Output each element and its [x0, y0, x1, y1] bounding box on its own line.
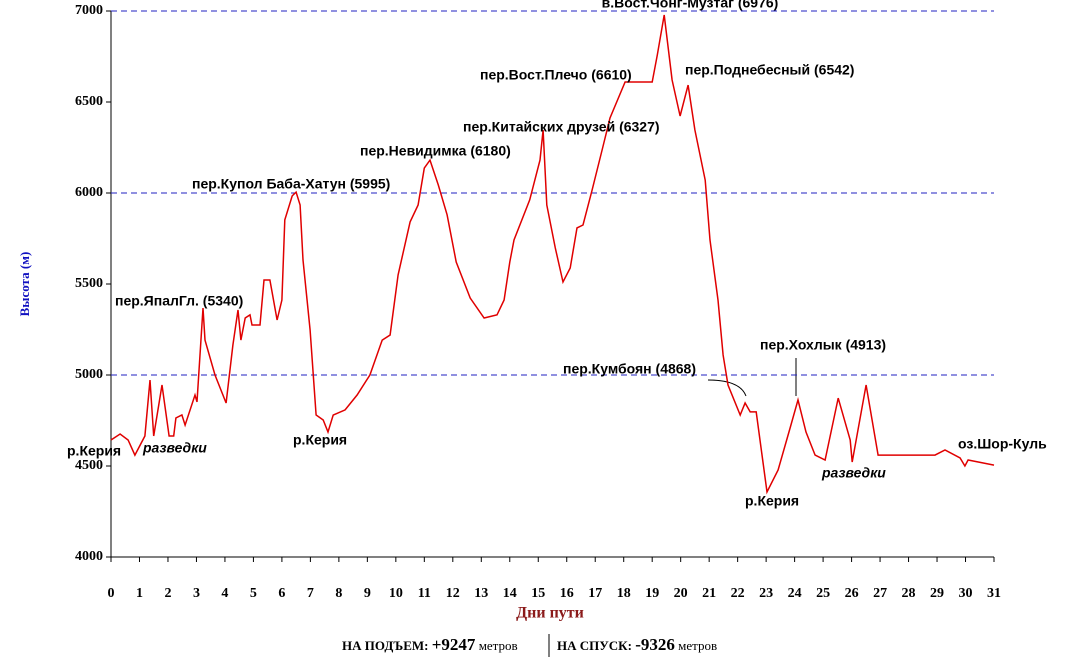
- x-tick-label: 15: [531, 586, 545, 601]
- y-tick-label: 6500: [75, 94, 103, 109]
- annotation: разведки: [142, 440, 207, 456]
- x-tick-label: 19: [645, 586, 659, 601]
- annotation: разведки: [821, 465, 886, 481]
- y-tick-label: 4500: [75, 458, 103, 473]
- annotation: р.Керия: [745, 493, 799, 509]
- annotation: пер.Хохлык (4913): [760, 337, 886, 353]
- up-value: +9247: [432, 635, 476, 654]
- y-tick-label: 4000: [75, 549, 103, 564]
- x-tick-label: 16: [560, 586, 574, 601]
- annotation: пер.Поднебесный (6542): [685, 62, 854, 78]
- x-tick-label: 25: [816, 586, 830, 601]
- annotation: оз.Шор-Куль: [958, 436, 1047, 452]
- x-tick-label: 26: [845, 586, 859, 601]
- annotation: пер.Китайских друзей (6327): [463, 119, 660, 135]
- x-tick-label: 6: [278, 586, 285, 601]
- x-tick-label: 3: [193, 586, 200, 601]
- x-tick-label: 28: [902, 586, 916, 601]
- annotation: пер.Кумбоян (4868): [563, 361, 696, 377]
- annotation: р.Керия: [293, 432, 347, 448]
- up-unit: метров: [479, 638, 518, 653]
- y-tick-label: 5500: [75, 276, 103, 291]
- x-tick-label: 29: [930, 586, 944, 601]
- x-tick-label: 5: [250, 586, 257, 601]
- x-tick-label: 7: [307, 586, 314, 601]
- annotation: пер.Купол Баба-Хатун (5995): [192, 176, 390, 192]
- x-tick-label: 10: [389, 586, 403, 601]
- down-value: -9326: [635, 635, 675, 654]
- y-tick-label: 7000: [75, 3, 103, 18]
- x-tick-label: 2: [164, 586, 171, 601]
- x-tick-label: 8: [335, 586, 342, 601]
- annotation: пер.Вост.Плечо (6610): [480, 67, 632, 83]
- x-tick-label: 23: [759, 586, 773, 601]
- annotation: пер.ЯпалГл. (5340): [115, 293, 243, 309]
- x-tick-label: 14: [503, 586, 517, 601]
- x-axis-label: Дни пути: [516, 605, 584, 622]
- footer: НА ПОДЪЕМ: +9247 метров: [342, 635, 518, 654]
- x-tick-label: 27: [873, 586, 887, 601]
- annotation: пер.Невидимка (6180): [360, 143, 511, 159]
- x-tick-label: 13: [474, 586, 488, 601]
- x-tick-label: 18: [617, 586, 631, 601]
- line: [110, 14, 995, 495]
- x-tick-label: 1: [136, 586, 143, 601]
- x-tick-label: 17: [588, 586, 602, 601]
- y-tick-label: 6000: [75, 185, 103, 200]
- x-tick-label: 21: [702, 586, 716, 601]
- x-tick-label: 20: [674, 586, 688, 601]
- annotation: в.Вост.Чонг-Музтаг (6976): [602, 0, 779, 11]
- y-axis-label: Высота (м): [17, 252, 32, 317]
- x-tick-label: 24: [788, 586, 802, 601]
- y-tick-label: 5000: [75, 367, 103, 382]
- footer: НА СПУСК: -9326 метров: [557, 635, 717, 654]
- up-label: НА ПОДЪЕМ:: [342, 638, 429, 653]
- x-tick-label: 30: [959, 586, 973, 601]
- x-tick-label: 12: [446, 586, 460, 601]
- x-tick-label: 11: [418, 586, 431, 601]
- leader-line: [707, 379, 747, 397]
- down-label: НА СПУСК:: [557, 638, 632, 653]
- x-tick-label: 9: [364, 586, 371, 601]
- x-tick-label: 0: [108, 586, 115, 601]
- x-tick-label: 31: [987, 586, 1001, 601]
- x-tick-label: 22: [731, 586, 745, 601]
- down-unit: метров: [678, 638, 717, 653]
- annotation: р.Керия: [67, 443, 121, 459]
- x-tick-label: 4: [221, 586, 228, 601]
